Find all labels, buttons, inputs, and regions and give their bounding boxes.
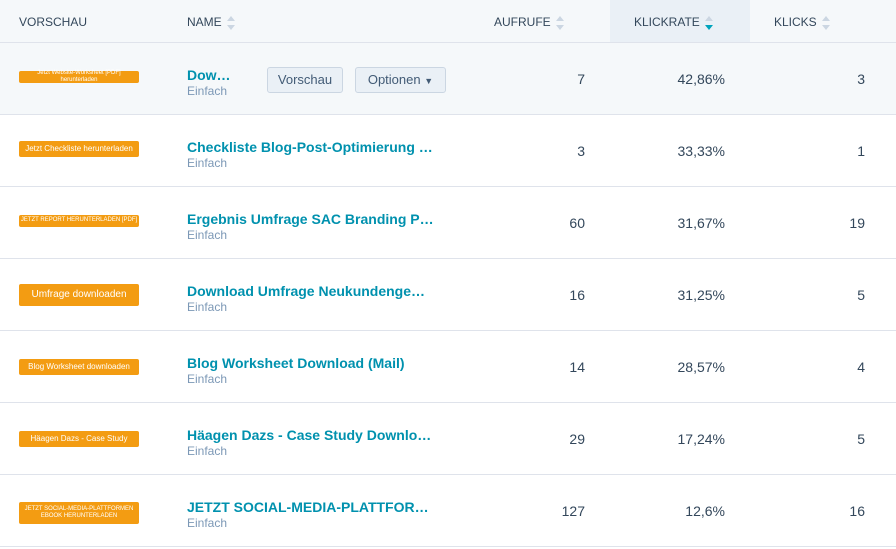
cta-preview: Umfrage downloaden	[19, 284, 139, 306]
header-preview: Vorschau	[19, 15, 88, 29]
clicks-value: 3	[857, 71, 865, 87]
ctr-value: 33,33%	[677, 143, 725, 159]
views-value: 3	[577, 143, 585, 159]
table-row[interactable]: Umfrage downloaden Download Umfrage Neuk…	[0, 259, 896, 331]
cta-name-link[interactable]: Ergebnis Umfrage SAC Branding P…	[187, 211, 434, 227]
cta-type: Einfach	[187, 228, 228, 242]
views-value: 60	[569, 215, 585, 231]
header-views[interactable]: Aufrufe	[494, 0, 564, 42]
clicks-value: 4	[857, 359, 865, 375]
cta-name-link[interactable]: JETZT SOCIAL-MEDIA-PLATTFOR…	[187, 499, 429, 515]
cta-name-link[interactable]: Blog Worksheet Download (Mail)	[187, 355, 405, 371]
ctr-value: 17,24%	[677, 431, 725, 447]
cta-type: Einfach	[187, 516, 228, 530]
ctr-value: 42,86%	[677, 71, 725, 87]
cta-name-link[interactable]: Dow…	[187, 67, 231, 83]
ctr-value: 12,6%	[685, 503, 725, 519]
clicks-value: 1	[857, 143, 865, 159]
table-row[interactable]: Jetzt Website-Worksheet [PDF] herunterla…	[0, 43, 896, 115]
clicks-value: 5	[857, 431, 865, 447]
clicks-value: 19	[849, 215, 865, 231]
header-clicks-label: Klicks	[774, 15, 817, 29]
cta-preview: JETZT SOCIAL-MEDIA-PLATTFORMEN EBOOK HER…	[19, 502, 139, 524]
cta-type: Einfach	[187, 84, 228, 98]
views-value: 14	[569, 359, 585, 375]
caret-down-icon: ▼	[424, 76, 434, 86]
sort-desc-icon	[704, 15, 713, 30]
cta-preview: JETZT REPORT HERUNTERLADEN [PDF]	[19, 215, 139, 227]
table-row[interactable]: Häagen Dazs - Case Study Häagen Dazs - C…	[0, 403, 896, 475]
header-ctr-label: Klickrate	[634, 15, 700, 29]
ctr-value: 28,57%	[677, 359, 725, 375]
views-value: 29	[569, 431, 585, 447]
header-clicks[interactable]: Klicks	[774, 0, 830, 42]
cta-preview: Jetzt Website-Worksheet [PDF] herunterla…	[19, 70, 139, 83]
cta-preview: Blog Worksheet downloaden	[19, 359, 139, 375]
table-header: Vorschau Name Aufrufe Klickrate Klicks	[0, 0, 896, 43]
table-row[interactable]: Jetzt Checkliste herunterladen Checklist…	[0, 115, 896, 187]
sort-icon	[226, 15, 235, 30]
table-row[interactable]: JETZT SOCIAL-MEDIA-PLATTFORMEN EBOOK HER…	[0, 475, 896, 547]
cta-preview: Häagen Dazs - Case Study	[19, 431, 139, 447]
cta-type: Einfach	[187, 372, 228, 386]
header-ctr[interactable]: Klickrate	[610, 0, 750, 42]
sort-icon	[821, 15, 830, 30]
header-name-label: Name	[187, 15, 222, 29]
clicks-value: 16	[849, 503, 865, 519]
cta-name-link[interactable]: Download Umfrage Neukundenge…	[187, 283, 426, 299]
options-label: Optionen	[367, 72, 421, 87]
clicks-value: 5	[857, 287, 865, 303]
cta-type: Einfach	[187, 156, 228, 170]
table-row[interactable]: JETZT REPORT HERUNTERLADEN [PDF] Ergebni…	[0, 187, 896, 259]
views-value: 16	[569, 287, 585, 303]
ctr-value: 31,25%	[677, 287, 725, 303]
cta-type: Einfach	[187, 444, 228, 458]
options-dropdown-button[interactable]: Optionen ▼	[355, 67, 446, 93]
cta-preview: Jetzt Checkliste herunterladen	[19, 141, 139, 157]
ctr-value: 31,67%	[677, 215, 725, 231]
table-row[interactable]: Blog Worksheet downloaden Blog Worksheet…	[0, 331, 896, 403]
header-name[interactable]: Name	[187, 0, 235, 42]
header-views-label: Aufrufe	[494, 15, 551, 29]
views-value: 7	[577, 71, 585, 87]
views-value: 127	[561, 503, 585, 519]
cta-name-link[interactable]: Häagen Dazs - Case Study Downlo…	[187, 427, 432, 443]
preview-button[interactable]: Vorschau	[267, 67, 343, 93]
sort-icon	[555, 15, 564, 30]
cta-name-link[interactable]: Checkliste Blog-Post-Optimierung …	[187, 139, 433, 155]
cta-type: Einfach	[187, 300, 228, 314]
